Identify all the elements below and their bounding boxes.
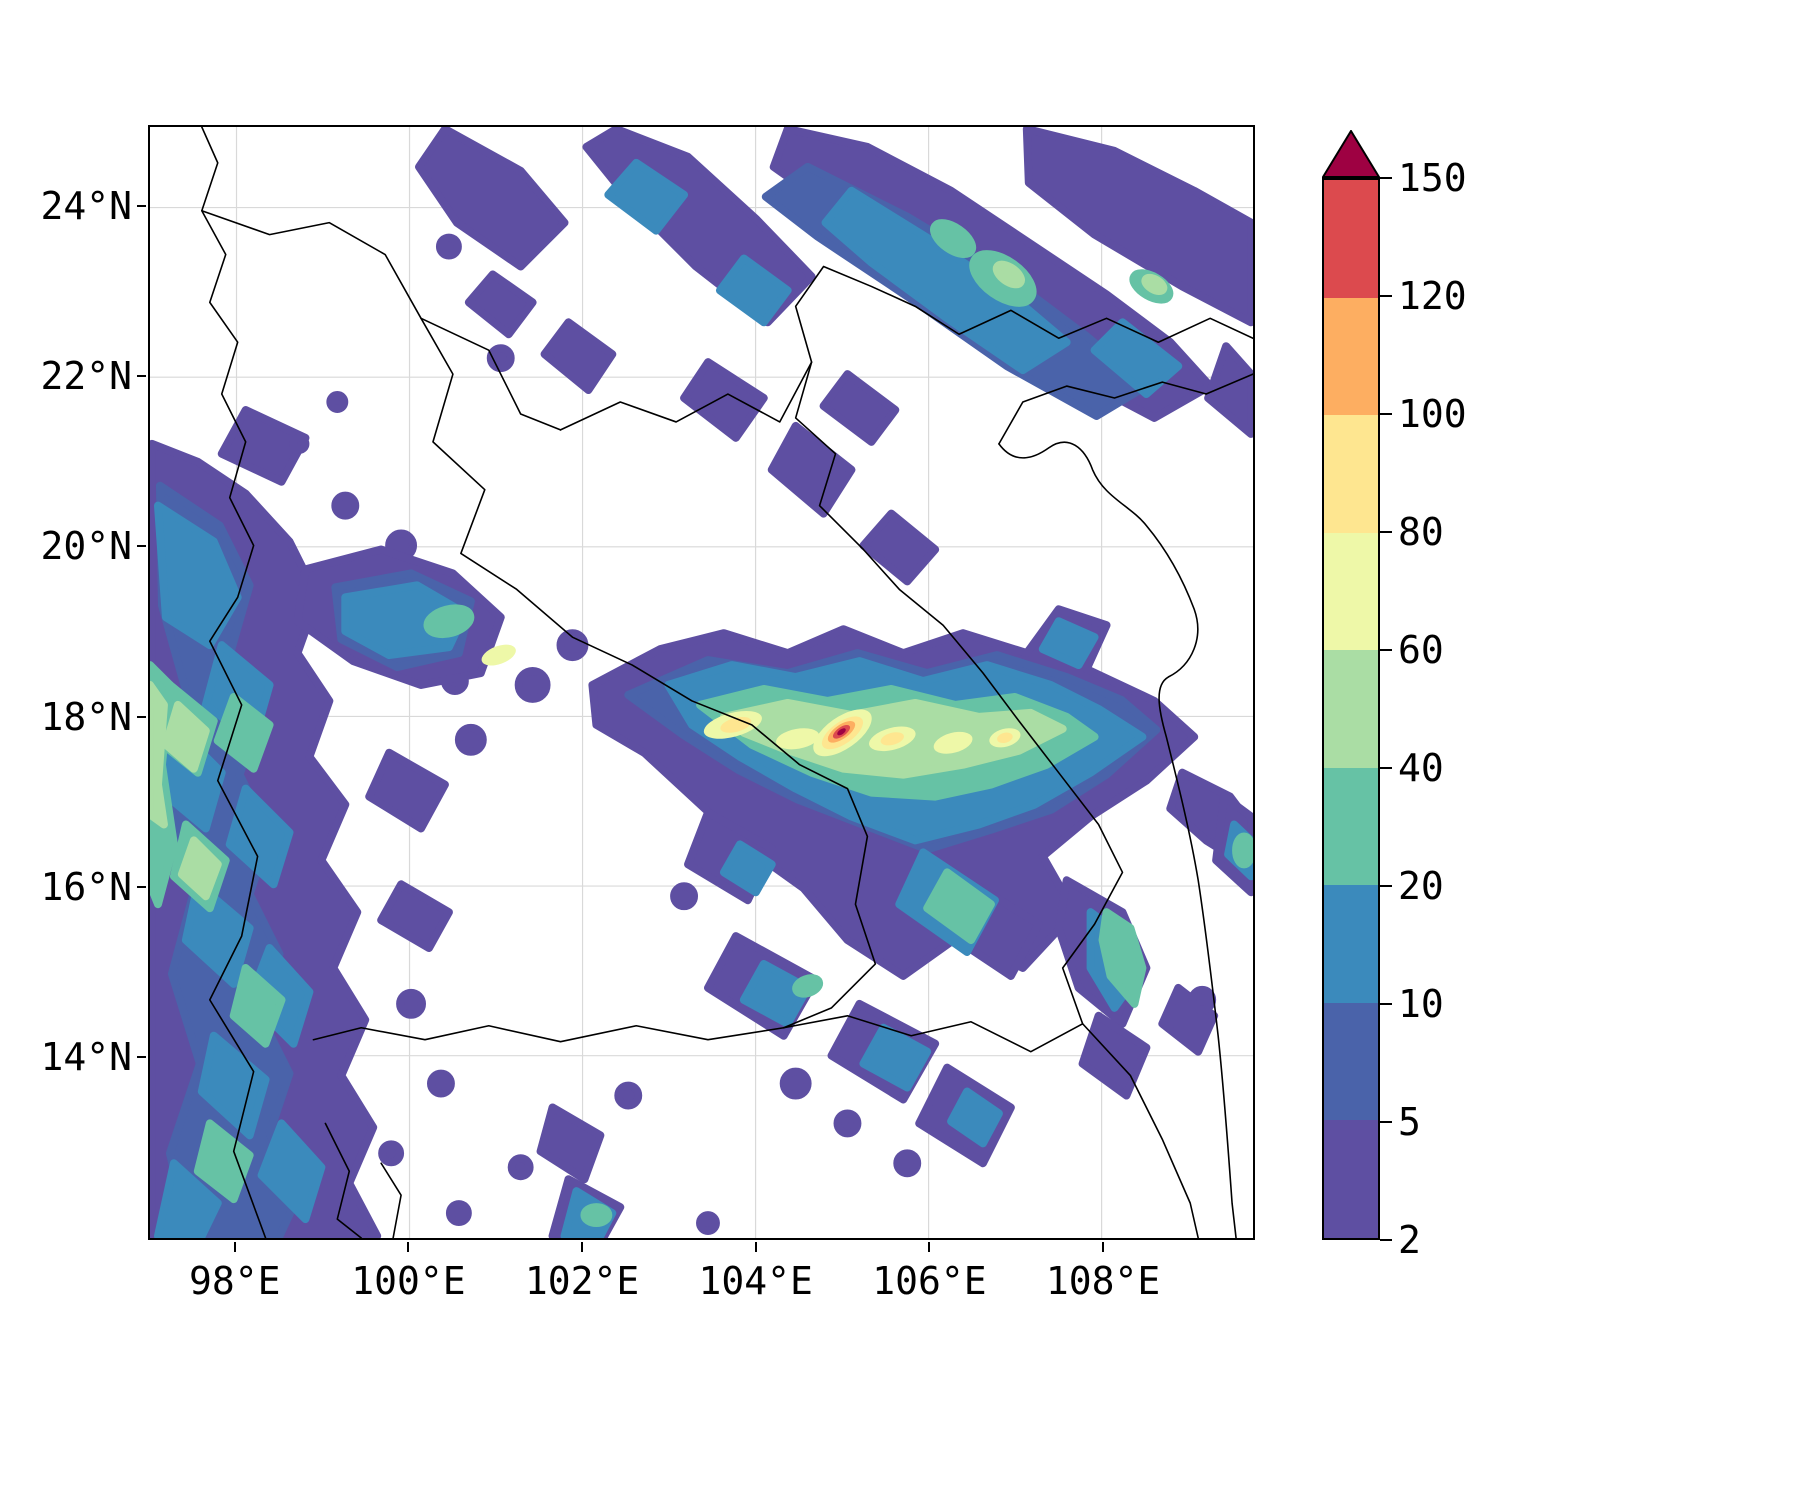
map-canvas — [150, 127, 1253, 1238]
x-tick-label: 100°E — [351, 1259, 466, 1303]
colorbar-tick-label: 150 — [1398, 156, 1467, 200]
rain-peak-core — [837, 728, 846, 736]
colorbar-segment-40-60 — [1324, 650, 1378, 768]
border-thailand-laos-mekong — [420, 317, 877, 1029]
x-tick-mark — [1102, 1242, 1105, 1252]
border-laos-vietnam — [794, 361, 1124, 1025]
colorbar-tick-mark — [1380, 767, 1392, 769]
x-tick-mark — [407, 1242, 410, 1252]
colorbar-segment-100-120 — [1324, 297, 1378, 416]
y-tick-mark — [137, 375, 146, 378]
colorbar-tick-label: 60 — [1398, 628, 1444, 672]
x-tick-mark — [581, 1242, 584, 1252]
colorbar-tick-mark — [1380, 1239, 1392, 1241]
colorbar-tick-label: 10 — [1398, 982, 1444, 1026]
border-myanmar-china-laos — [201, 209, 562, 431]
colorbar-segment-10-20 — [1324, 885, 1378, 1003]
y-tick-label: 24°N — [40, 183, 132, 228]
border-china-laos-vietnam — [559, 265, 1253, 431]
colorbar-segment-20-40 — [1324, 767, 1378, 886]
border-myanmar-thailand — [201, 127, 267, 1238]
y-tick-label: 20°N — [40, 524, 132, 569]
map-plot — [148, 125, 1255, 1240]
colorbar-tick-mark — [1380, 885, 1392, 887]
country-borders — [201, 127, 1253, 1238]
coastline-vietnam — [998, 441, 1237, 1238]
border-cambodia-vietnam — [782, 1015, 1199, 1238]
colorbar-tick-mark — [1380, 1003, 1392, 1005]
y-tick-mark — [137, 885, 146, 888]
colorbar-segment-60-80 — [1324, 532, 1378, 651]
coastline-gulf-of-thailand — [324, 1122, 402, 1238]
y-tick-mark — [137, 545, 146, 548]
x-tick-label: 104°E — [698, 1259, 813, 1303]
colorbar-tick-mark — [1380, 413, 1392, 415]
colorbar-tick-mark — [1380, 649, 1392, 651]
colorbar — [1322, 130, 1380, 1240]
colorbar-segment-120-150 — [1324, 179, 1378, 298]
y-tick-label: 18°N — [40, 694, 132, 739]
colorbar-tick-label: 80 — [1398, 510, 1444, 554]
colorbar-tick-mark — [1380, 177, 1392, 179]
y-tick-mark — [137, 204, 146, 207]
y-tick-label: 14°N — [40, 1035, 132, 1079]
colorbar-segment-80-100 — [1324, 415, 1378, 533]
x-tick-mark — [928, 1242, 931, 1252]
y-tick-mark — [137, 1056, 146, 1058]
colorbar-tick-mark — [1380, 1121, 1392, 1123]
x-tick-mark — [754, 1242, 757, 1252]
x-tick-label: 106°E — [872, 1259, 987, 1303]
coastline-gulf-of-tonkin — [998, 373, 1253, 445]
colorbar-tick-label: 40 — [1398, 746, 1444, 790]
colorbar-tick-mark — [1380, 295, 1392, 297]
y-tick-label: 16°N — [40, 864, 132, 909]
colorbar-tick-label: 100 — [1398, 392, 1467, 436]
x-tick-label: 108°E — [1045, 1259, 1161, 1303]
colorbar-tick-label: 120 — [1398, 274, 1467, 318]
x-tick-label: 98°E — [189, 1259, 281, 1303]
colorbar-segment-5-10 — [1324, 1002, 1378, 1121]
border-cambodia-north — [312, 1024, 785, 1043]
rainfall-field — [150, 127, 1253, 1238]
y-tick-label: 22°N — [40, 354, 132, 399]
colorbar-tick-label: 2 — [1398, 1218, 1421, 1262]
colorbar-tick-mark — [1380, 531, 1392, 533]
x-tick-mark — [233, 1242, 236, 1252]
colorbar-segments — [1322, 178, 1380, 1240]
x-tick-label: 102°E — [524, 1259, 640, 1303]
colorbar-extend-triangle — [1322, 130, 1380, 178]
y-tick-mark — [137, 715, 146, 718]
colorbar-tick-label: 5 — [1398, 1100, 1421, 1144]
colorbar-segment-2-5 — [1324, 1120, 1378, 1238]
colorbar-tick-label: 20 — [1398, 864, 1444, 908]
